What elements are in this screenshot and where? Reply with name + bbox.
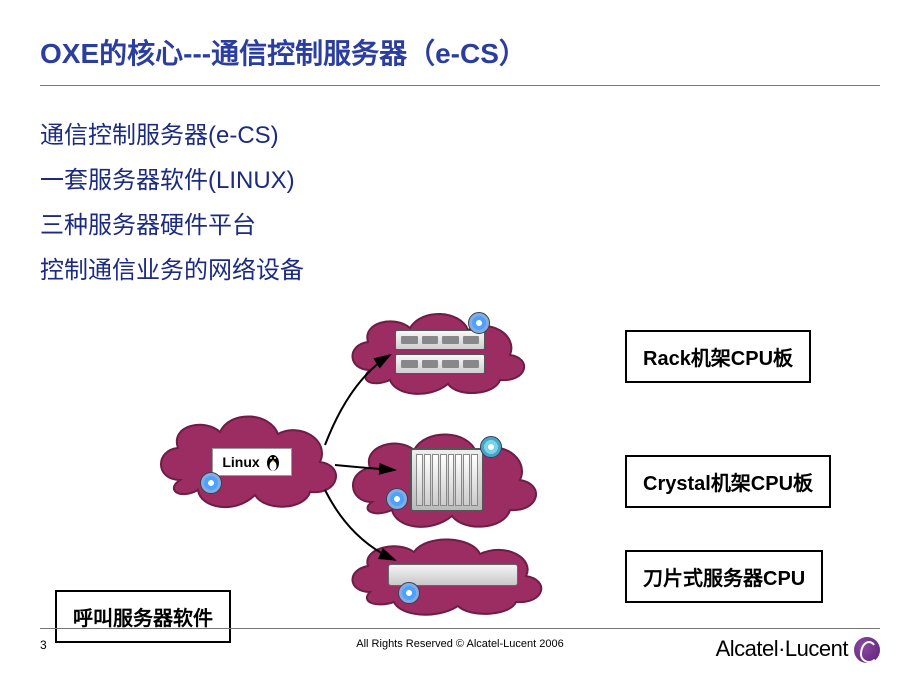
label-callserver: 呼叫服务器软件 bbox=[55, 590, 231, 643]
brand-text: Alcatel·Lucent bbox=[716, 636, 848, 661]
divider-bottom bbox=[40, 628, 880, 629]
label-blade: 刀片式服务器CPU bbox=[625, 550, 823, 603]
label-crystal: Crystal机架CPU板 bbox=[625, 455, 831, 508]
brand-circle-icon bbox=[854, 637, 880, 663]
label-rack: Rack机架CPU板 bbox=[625, 330, 811, 383]
brand-logo: Alcatel·Lucent bbox=[716, 636, 880, 663]
